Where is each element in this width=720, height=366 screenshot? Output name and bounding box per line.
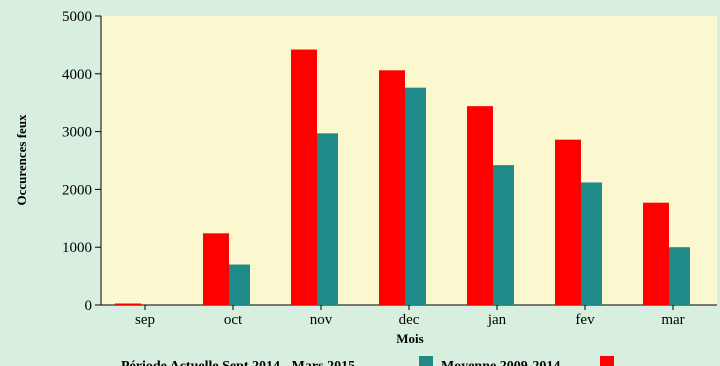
bar-moyenne-sep: [115, 303, 141, 305]
bar-moyenne-oct: [203, 233, 229, 305]
x-tick-label: sep: [135, 312, 155, 328]
x-axis: sep oct nov dec jan fev mar: [101, 304, 717, 328]
bars: [115, 49, 690, 305]
x-tick-label: dec: [399, 312, 420, 328]
y-tick-label: 2000: [62, 182, 92, 198]
x-tick-label: jan: [487, 312, 507, 328]
y-tick-label: 5000: [62, 9, 92, 25]
x-tick-label: fev: [575, 312, 595, 328]
y-tick-label: 3000: [62, 125, 92, 141]
legend-label-actuelle: Période Actuelle Sept 2014 - Mars 2015: [121, 359, 355, 366]
legend-swatch-actuelle: [419, 356, 433, 366]
y-tick-label: 1000: [62, 240, 92, 256]
bar-moyenne-fev: [555, 139, 581, 305]
bar-moyenne-mar: [643, 202, 669, 305]
y-tick-label: 4000: [62, 67, 92, 83]
x-axis-title: Mois: [396, 331, 423, 346]
bar-moyenne-dec: [379, 70, 405, 305]
y-tick-label: 0: [85, 298, 93, 314]
legend-label-moyenne: Moyenne 2009-2014: [441, 359, 560, 366]
x-tick-label: mar: [661, 312, 684, 328]
y-axis-title: Occurences feux: [14, 114, 29, 206]
y-axis: 0 1000 2000 3000 4000 5000: [62, 9, 102, 314]
x-tick-label: nov: [310, 312, 333, 328]
legend-swatch-moyenne: [600, 356, 614, 366]
bar-moyenne-jan: [467, 106, 493, 305]
legend: Période Actuelle Sept 2014 - Mars 2015 Mo…: [121, 356, 614, 366]
bar-moyenne-nov: [291, 49, 317, 305]
x-tick-label: oct: [224, 312, 243, 328]
